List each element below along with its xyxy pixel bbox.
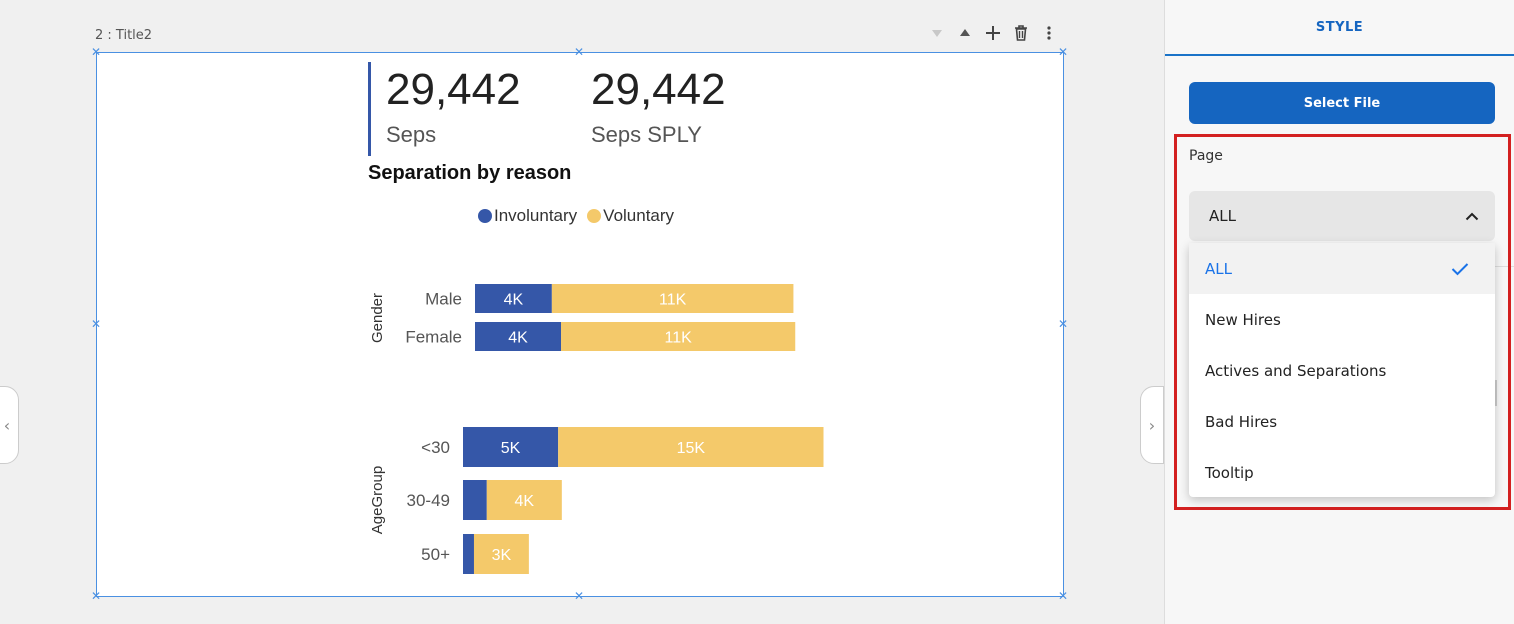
expand-right-button[interactable]: › bbox=[1140, 386, 1164, 464]
data-label: 4K bbox=[515, 493, 535, 510]
data-label: 4K bbox=[504, 292, 524, 309]
legend-item-involuntary[interactable]: Involuntary bbox=[478, 206, 577, 226]
resize-handle-right[interactable]: ✕ bbox=[1057, 317, 1069, 331]
bar-voluntary bbox=[561, 322, 796, 351]
category-label: 30-49 bbox=[407, 491, 450, 510]
menu-option-tooltip[interactable]: Tooltip bbox=[1189, 447, 1495, 498]
resize-handle-bottom-left[interactable]: ✕ bbox=[90, 589, 102, 603]
chart-title: Separation by reason bbox=[368, 162, 572, 184]
kpi-label: Seps SPLY bbox=[591, 122, 702, 147]
delete-icon[interactable] bbox=[1010, 22, 1032, 44]
legend-label: Voluntary bbox=[603, 206, 675, 225]
page-dropdown-menu: ALL New Hires Actives and Separations Ba… bbox=[1189, 243, 1495, 497]
kpi-value: 29,442 bbox=[591, 65, 726, 114]
kpi-card-seps-sply: 29,442 Seps SPLY bbox=[591, 68, 726, 148]
legend-item-voluntary[interactable]: Voluntary bbox=[587, 206, 674, 226]
category-label: 50+ bbox=[421, 545, 450, 564]
data-label: 4K bbox=[508, 330, 528, 347]
bar-voluntary bbox=[551, 284, 794, 313]
menu-option-all[interactable]: ALL bbox=[1189, 243, 1495, 294]
kpi-card-seps: 29,442 Seps bbox=[386, 68, 521, 148]
kpi-value: 29,442 bbox=[386, 65, 521, 114]
bar-involuntary bbox=[475, 284, 552, 313]
axis-label-agegroup: AgeGroup bbox=[369, 466, 386, 534]
data-label: 11K bbox=[659, 292, 687, 309]
dropdown-value: ALL bbox=[1209, 207, 1236, 225]
collapse-left-button[interactable]: ‹ bbox=[0, 386, 19, 464]
category-label: Male bbox=[425, 290, 462, 309]
chevron-left-icon: ‹ bbox=[3, 415, 11, 435]
bar-voluntary bbox=[486, 480, 562, 520]
select-file-button[interactable]: Select File bbox=[1189, 82, 1495, 124]
category-label: <30 bbox=[421, 438, 450, 457]
data-label: 5K bbox=[501, 440, 521, 457]
data-label: 11K bbox=[664, 330, 692, 347]
panel-divider bbox=[1495, 266, 1514, 267]
legend-swatch bbox=[587, 209, 602, 223]
tab-style[interactable]: STYLE bbox=[1165, 0, 1514, 56]
menu-option-bad-hires[interactable]: Bad Hires bbox=[1189, 396, 1495, 447]
separation-bar-chart: Gender Male 4K 11K Female 4K 11K AgeGroup <30 5K 1… bbox=[369, 284, 824, 574]
menu-option-label: Actives and Separations bbox=[1205, 361, 1387, 380]
page-label: Page bbox=[1189, 148, 1223, 164]
menu-option-label: Tooltip bbox=[1205, 463, 1254, 482]
kpi-accent-bar bbox=[368, 62, 371, 156]
legend-label: Involuntary bbox=[494, 206, 578, 225]
resize-handle-top-right[interactable]: ✕ bbox=[1057, 45, 1069, 59]
menu-option-label: Bad Hires bbox=[1205, 412, 1278, 431]
more-options-icon[interactable] bbox=[1038, 22, 1060, 44]
move-up-icon[interactable] bbox=[954, 22, 976, 44]
axis-label-gender: Gender bbox=[369, 293, 386, 343]
page-dropdown[interactable]: ALL bbox=[1189, 191, 1495, 241]
report-canvas: 2 : Title2 ✕ ✕ ✕ ✕ ✕ ✕ ✕ ✕ 29,442 Seps 2… bbox=[0, 22, 1164, 603]
bar-involuntary bbox=[475, 322, 562, 351]
menu-option-label: New Hires bbox=[1205, 310, 1281, 329]
panel-divider bbox=[1495, 380, 1497, 406]
add-icon[interactable] bbox=[982, 22, 1004, 44]
bar-involuntary bbox=[463, 427, 559, 467]
resize-handle-top-left[interactable]: ✕ bbox=[90, 45, 102, 59]
resize-handle-top[interactable]: ✕ bbox=[573, 45, 585, 59]
bar-involuntary bbox=[463, 480, 487, 520]
highlight-box bbox=[1174, 134, 1511, 510]
move-down-icon[interactable] bbox=[926, 22, 948, 44]
resize-handle-left[interactable]: ✕ bbox=[90, 317, 102, 331]
chevron-right-icon: › bbox=[1148, 415, 1156, 435]
bar-involuntary bbox=[463, 534, 474, 574]
data-label: 15K bbox=[677, 440, 706, 457]
resize-handle-bottom-right[interactable]: ✕ bbox=[1057, 589, 1069, 603]
visual-toolbar bbox=[926, 22, 1060, 44]
resize-handle-bottom[interactable]: ✕ bbox=[573, 589, 585, 603]
menu-option-label: ALL bbox=[1205, 259, 1232, 278]
data-label: 3K bbox=[492, 547, 512, 564]
kpi-label: Seps bbox=[386, 122, 437, 147]
bar-voluntary bbox=[473, 534, 529, 574]
visual-title-label: 2 : Title2 bbox=[95, 28, 153, 43]
bar-voluntary bbox=[558, 427, 824, 467]
legend-swatch bbox=[478, 209, 492, 223]
checkmark-icon bbox=[1451, 262, 1469, 275]
menu-option-new-hires[interactable]: New Hires bbox=[1189, 294, 1495, 345]
chart-legend: Involuntary Voluntary bbox=[478, 206, 684, 226]
style-panel: STYLE Select File Page ALL ALL New Hires… bbox=[1164, 0, 1514, 624]
chevron-up-icon bbox=[1465, 212, 1479, 220]
category-label: Female bbox=[405, 328, 462, 347]
menu-option-actives-and-separations[interactable]: Actives and Separations bbox=[1189, 345, 1495, 396]
